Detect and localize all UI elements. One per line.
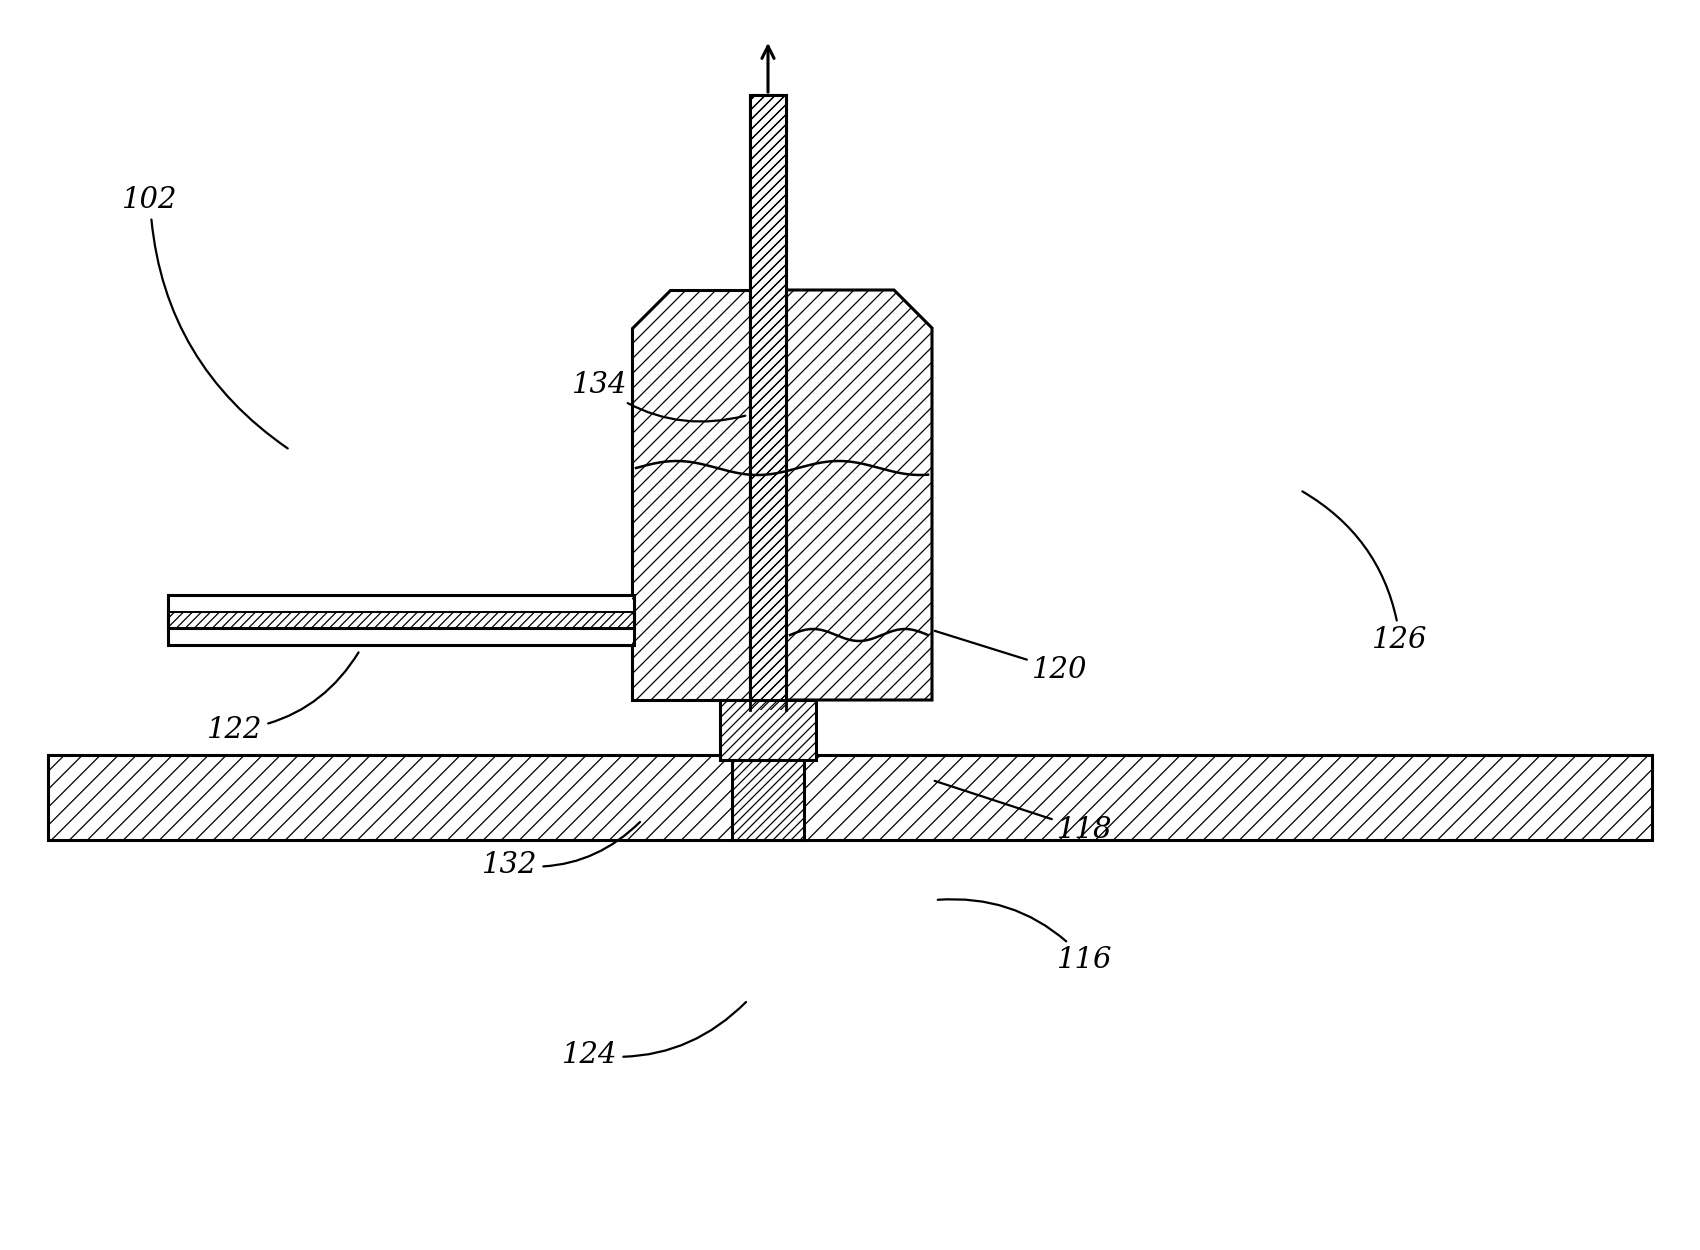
Text: 116: 116 <box>938 899 1114 974</box>
Bar <box>168 595 634 611</box>
Bar <box>48 755 1652 840</box>
Text: 122: 122 <box>207 652 359 744</box>
Text: 120: 120 <box>935 631 1088 684</box>
Text: 124: 124 <box>563 1003 746 1069</box>
Bar <box>168 611 634 628</box>
Polygon shape <box>785 290 932 700</box>
Bar <box>721 700 816 760</box>
Polygon shape <box>632 290 750 700</box>
Bar <box>750 95 785 710</box>
Polygon shape <box>785 290 932 700</box>
Bar <box>168 611 634 628</box>
Text: 118: 118 <box>935 781 1114 844</box>
Bar <box>733 760 804 840</box>
Bar <box>733 760 804 840</box>
Bar <box>750 95 785 710</box>
Bar <box>721 700 816 760</box>
Bar <box>48 755 1652 840</box>
Text: 134: 134 <box>573 371 745 421</box>
Bar <box>750 290 785 710</box>
Bar <box>168 595 634 645</box>
Bar <box>733 760 804 840</box>
Polygon shape <box>632 290 750 700</box>
Bar <box>750 95 785 710</box>
Text: 102: 102 <box>122 186 287 449</box>
Bar <box>750 95 785 710</box>
Text: 126: 126 <box>1302 491 1428 654</box>
Text: 132: 132 <box>483 822 639 879</box>
Bar <box>168 629 634 645</box>
